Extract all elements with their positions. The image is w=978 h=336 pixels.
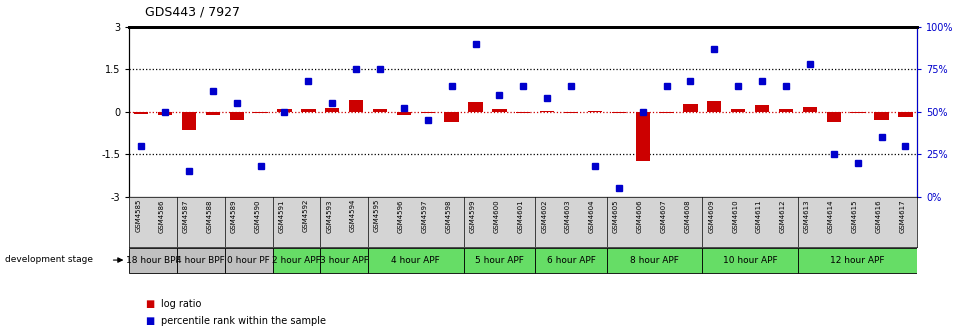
Bar (182, 112, 196, 130)
Bar (611, 112, 625, 114)
Text: GSM4614: GSM4614 (826, 199, 833, 233)
Text: 5 hour APF: 5 hour APF (474, 256, 523, 265)
Text: percentile rank within the sample: percentile rank within the sample (160, 316, 326, 326)
FancyBboxPatch shape (129, 248, 177, 273)
Text: GSM4607: GSM4607 (660, 199, 666, 233)
FancyBboxPatch shape (701, 248, 797, 273)
Text: GSM4604: GSM4604 (589, 199, 595, 233)
Text: GSM4612: GSM4612 (779, 199, 785, 233)
Bar (348, 100, 363, 112)
Text: GSM4592: GSM4592 (302, 199, 308, 233)
Text: GSM4601: GSM4601 (516, 199, 522, 233)
Bar (421, 112, 434, 113)
Bar (229, 112, 244, 120)
Bar (515, 112, 530, 113)
Bar (444, 112, 459, 122)
Text: GSM4608: GSM4608 (684, 199, 689, 233)
Text: GSM4597: GSM4597 (422, 199, 427, 233)
Text: GSM4606: GSM4606 (636, 199, 642, 233)
Bar (850, 112, 864, 113)
Bar (277, 109, 291, 112)
Bar (683, 104, 697, 112)
FancyBboxPatch shape (797, 248, 916, 273)
Text: GSM4594: GSM4594 (350, 199, 356, 233)
Text: GSM4600: GSM4600 (493, 199, 499, 233)
FancyBboxPatch shape (535, 248, 606, 273)
Bar (253, 112, 267, 113)
Bar (540, 111, 554, 112)
Text: GSM4609: GSM4609 (708, 199, 714, 233)
Text: GSM4589: GSM4589 (231, 199, 237, 233)
FancyBboxPatch shape (320, 248, 368, 273)
Text: GSM4615: GSM4615 (851, 199, 857, 233)
Text: GSM4605: GSM4605 (612, 199, 618, 233)
Text: GSM4613: GSM4613 (803, 199, 809, 233)
Bar (563, 112, 578, 113)
Text: 3 hour APF: 3 hour APF (320, 256, 369, 265)
Bar (635, 112, 649, 161)
Bar (778, 110, 792, 112)
Bar (205, 112, 220, 115)
FancyBboxPatch shape (606, 248, 701, 273)
Text: 4 hour APF: 4 hour APF (391, 256, 440, 265)
Text: GSM4590: GSM4590 (254, 199, 260, 233)
Bar (706, 101, 721, 112)
Bar (373, 110, 386, 112)
Text: GSM4591: GSM4591 (278, 199, 285, 233)
Text: GSM4598: GSM4598 (445, 199, 451, 233)
Text: GSM4603: GSM4603 (564, 199, 570, 233)
Text: GSM4617: GSM4617 (899, 199, 905, 233)
Text: GSM4587: GSM4587 (183, 199, 189, 233)
Bar (587, 111, 601, 112)
Text: GSM4588: GSM4588 (206, 199, 212, 233)
Text: 4 hour BPF: 4 hour BPF (176, 256, 225, 265)
Text: 18 hour BPF: 18 hour BPF (125, 256, 180, 265)
Bar (467, 102, 482, 112)
FancyBboxPatch shape (272, 248, 320, 273)
Bar (157, 112, 172, 115)
FancyBboxPatch shape (368, 248, 464, 273)
Bar (897, 112, 911, 117)
Text: ■: ■ (145, 316, 154, 326)
Bar (492, 110, 506, 112)
Text: ■: ■ (145, 299, 154, 309)
FancyBboxPatch shape (464, 248, 535, 273)
FancyBboxPatch shape (177, 248, 225, 273)
FancyBboxPatch shape (225, 248, 272, 273)
Bar (134, 112, 149, 114)
Text: GSM4595: GSM4595 (374, 199, 379, 233)
Text: 2 hour APF: 2 hour APF (272, 256, 321, 265)
Text: 0 hour PF: 0 hour PF (227, 256, 270, 265)
Text: development stage: development stage (5, 255, 93, 264)
Bar (325, 108, 339, 112)
Bar (825, 112, 840, 122)
Text: GSM4611: GSM4611 (755, 199, 761, 233)
Text: GSM4585: GSM4585 (135, 199, 141, 233)
Bar (396, 112, 411, 115)
Text: GSM4610: GSM4610 (732, 199, 737, 233)
Bar (301, 110, 315, 112)
Text: GSM4602: GSM4602 (541, 199, 547, 233)
Text: 8 hour APF: 8 hour APF (630, 256, 679, 265)
Text: GSM4593: GSM4593 (326, 199, 332, 233)
Text: GSM4586: GSM4586 (158, 199, 165, 233)
Text: GSM4599: GSM4599 (469, 199, 475, 233)
Text: GSM4596: GSM4596 (397, 199, 404, 233)
Text: 12 hour APF: 12 hour APF (829, 256, 884, 265)
Text: GDS443 / 7927: GDS443 / 7927 (145, 5, 240, 18)
Bar (873, 112, 888, 120)
Text: 6 hour APF: 6 hour APF (546, 256, 595, 265)
Bar (754, 106, 769, 112)
Text: GSM4616: GSM4616 (874, 199, 880, 233)
Bar (802, 107, 817, 112)
Text: 10 hour APF: 10 hour APF (722, 256, 777, 265)
Text: log ratio: log ratio (160, 299, 200, 309)
Bar (659, 112, 673, 113)
Bar (731, 109, 744, 112)
